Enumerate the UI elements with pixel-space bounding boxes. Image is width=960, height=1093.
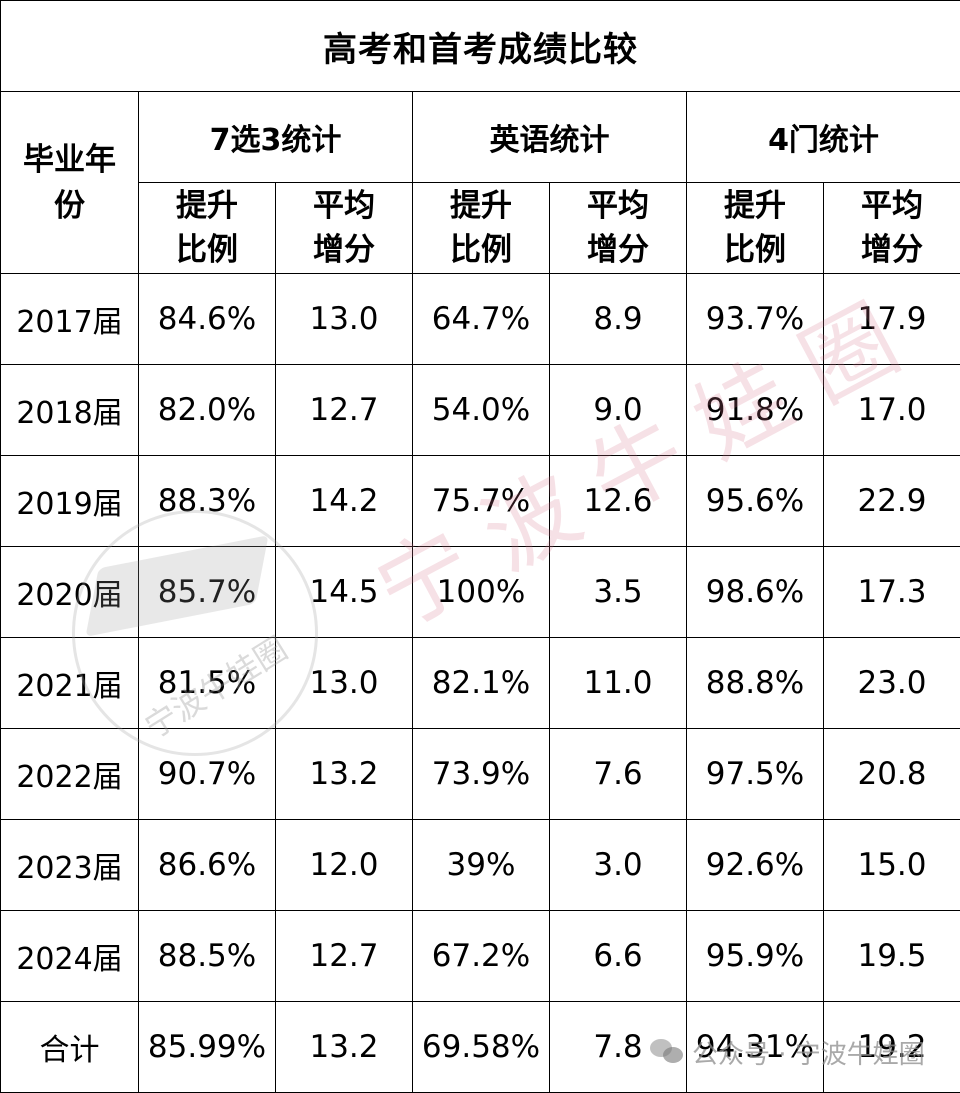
table-cell: 11.0 bbox=[549, 637, 687, 729]
table-cell: 13.0 bbox=[275, 637, 413, 729]
table-cell: 12.6 bbox=[549, 455, 687, 547]
sub-header-label: 提升比例 bbox=[724, 188, 786, 268]
table-cell: 91.8% bbox=[686, 364, 824, 456]
table-cell: 7.8 bbox=[549, 1001, 687, 1093]
sub-header-cell: 平均增分 bbox=[275, 182, 413, 274]
table-cell: 14.2 bbox=[275, 455, 413, 547]
table-cell: 73.9% bbox=[412, 728, 550, 820]
table-cell: 9.0 bbox=[549, 364, 687, 456]
table-row: 2017届 84.6% 13.0 64.7% 8.9 93.7% 17.9 bbox=[0, 273, 960, 365]
table-cell: 3.0 bbox=[549, 819, 687, 911]
table-cell: 88.8% bbox=[686, 637, 824, 729]
row-label: 2021届 bbox=[0, 637, 139, 729]
table-cell: 12.0 bbox=[275, 819, 413, 911]
sub-header-label: 平均增分 bbox=[861, 188, 923, 268]
table-cell: 20.8 bbox=[822, 728, 960, 820]
table-row: 合计 85.99% 13.2 69.58% 7.8 94.31% 19.2 bbox=[0, 1001, 960, 1093]
row-label: 合计 bbox=[0, 1001, 139, 1093]
table-cell: 23.0 bbox=[822, 637, 960, 729]
sub-header-label: 平均增分 bbox=[313, 188, 375, 268]
sub-header-label: 提升比例 bbox=[176, 188, 238, 268]
table-cell: 17.3 bbox=[822, 546, 960, 638]
row-label: 2020届 bbox=[0, 546, 139, 638]
sub-header-cell: 提升比例 bbox=[686, 182, 824, 274]
table-cell: 97.5% bbox=[686, 728, 824, 820]
table-cell: 88.3% bbox=[138, 455, 276, 547]
table-cell: 7.6 bbox=[549, 728, 687, 820]
row-label: 2019届 bbox=[0, 455, 139, 547]
table-cell: 93.7% bbox=[686, 273, 824, 365]
table-cell: 92.6% bbox=[686, 819, 824, 911]
row-label: 2023届 bbox=[0, 819, 139, 911]
table-cell: 64.7% bbox=[412, 273, 550, 365]
table-cell: 90.7% bbox=[138, 728, 276, 820]
table-cell: 82.0% bbox=[138, 364, 276, 456]
table-cell: 19.5 bbox=[822, 910, 960, 1002]
row-header-cell: 毕业年份 bbox=[0, 91, 139, 274]
table-cell: 69.58% bbox=[412, 1001, 550, 1093]
table-row: 2020届 85.7% 14.5 100% 3.5 98.6% 17.3 bbox=[0, 546, 960, 638]
table-row: 2019届 88.3% 14.2 75.7% 12.6 95.6% 22.9 bbox=[0, 455, 960, 547]
table-cell: 19.2 bbox=[822, 1001, 960, 1093]
table-cell: 6.6 bbox=[549, 910, 687, 1002]
table-cell: 39% bbox=[412, 819, 550, 911]
table-cell: 3.5 bbox=[549, 546, 687, 638]
sub-header-cell: 提升比例 bbox=[138, 182, 276, 274]
table-cell: 67.2% bbox=[412, 910, 550, 1002]
title-row: 高考和首考成绩比较 bbox=[0, 0, 960, 92]
table-cell: 14.5 bbox=[275, 546, 413, 638]
table-cell: 95.6% bbox=[686, 455, 824, 547]
table-cell: 88.5% bbox=[138, 910, 276, 1002]
table-cell: 98.6% bbox=[686, 546, 824, 638]
table-cell: 95.9% bbox=[686, 910, 824, 1002]
row-label: 2022届 bbox=[0, 728, 139, 820]
sub-header-label: 提升比例 bbox=[450, 188, 512, 268]
table-cell: 85.7% bbox=[138, 546, 276, 638]
table-cell: 85.99% bbox=[138, 1001, 276, 1093]
row-label: 2018届 bbox=[0, 364, 139, 456]
table-cell: 17.9 bbox=[822, 273, 960, 365]
table-cell: 75.7% bbox=[412, 455, 550, 547]
group-header-row: 毕业年份 7选3统计 英语统计 4门统计 bbox=[0, 91, 960, 274]
table-cell: 13.2 bbox=[275, 728, 413, 820]
group-header-7of3: 7选3统计 bbox=[138, 91, 413, 183]
sub-header-cell: 平均增分 bbox=[549, 182, 687, 274]
table-row: 2018届 82.0% 12.7 54.0% 9.0 91.8% 17.0 bbox=[0, 364, 960, 456]
table-cell: 8.9 bbox=[549, 273, 687, 365]
group-header-english: 英语统计 bbox=[412, 91, 687, 183]
table-cell: 13.0 bbox=[275, 273, 413, 365]
table-cell: 13.2 bbox=[275, 1001, 413, 1093]
table-cell: 54.0% bbox=[412, 364, 550, 456]
table-row: 2021届 81.5% 13.0 82.1% 11.0 88.8% 23.0 bbox=[0, 637, 960, 729]
table-cell: 12.7 bbox=[275, 364, 413, 456]
table-cell: 81.5% bbox=[138, 637, 276, 729]
table-cell: 15.0 bbox=[822, 819, 960, 911]
row-label: 2017届 bbox=[0, 273, 139, 365]
table-cell: 86.6% bbox=[138, 819, 276, 911]
sub-header-label: 平均增分 bbox=[587, 188, 649, 268]
sub-header-cell: 提升比例 bbox=[412, 182, 550, 274]
group-header-4subjects: 4门统计 bbox=[685, 91, 960, 183]
table-title: 高考和首考成绩比较 bbox=[0, 0, 960, 92]
sub-header-cell: 平均增分 bbox=[822, 182, 960, 274]
table-row: 2023届 86.6% 12.0 39% 3.0 92.6% 15.0 bbox=[0, 819, 960, 911]
table-cell: 94.31% bbox=[686, 1001, 824, 1093]
table-cell: 100% bbox=[412, 546, 550, 638]
table-cell: 12.7 bbox=[275, 910, 413, 1002]
table-cell: 22.9 bbox=[822, 455, 960, 547]
sub-header-row: 提升比例 平均增分 提升比例 平均增分 提升比例 平均增分 bbox=[1, 182, 960, 274]
row-label: 2024届 bbox=[0, 910, 139, 1002]
table-row: 2024届 88.5% 12.7 67.2% 6.6 95.9% 19.5 bbox=[0, 910, 960, 1002]
table-row: 2022届 90.7% 13.2 73.9% 7.6 97.5% 20.8 bbox=[0, 728, 960, 820]
table-cell: 17.0 bbox=[822, 364, 960, 456]
row-header-label: 毕业年份 bbox=[23, 141, 116, 224]
table-cell: 82.1% bbox=[412, 637, 550, 729]
table-cell: 84.6% bbox=[138, 273, 276, 365]
